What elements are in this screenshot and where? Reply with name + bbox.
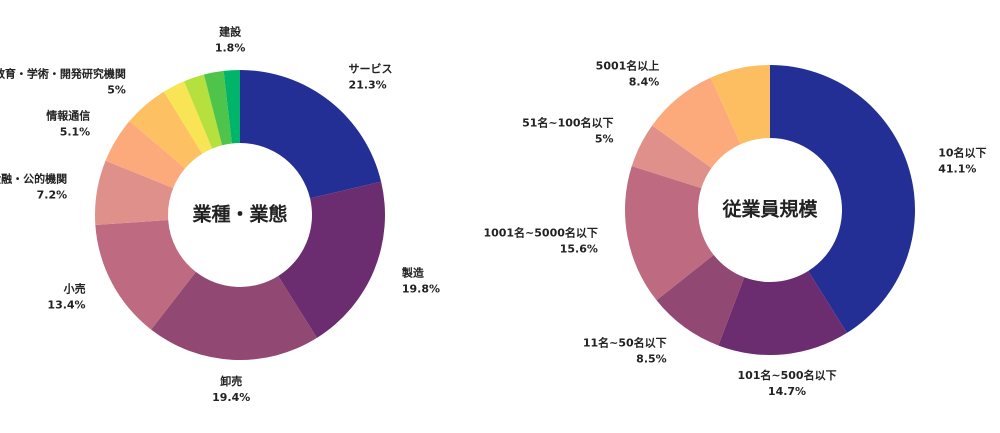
donut-segment xyxy=(710,65,770,145)
segment-value: 1.8% xyxy=(215,41,246,54)
segment-value: 14.7% xyxy=(768,385,806,398)
segment-value: 8.4% xyxy=(629,75,660,88)
segment-value: 5.1% xyxy=(60,126,91,139)
donut-segment xyxy=(151,271,317,361)
segment-label: 建設 xyxy=(219,24,242,38)
segment-value: 5% xyxy=(107,83,126,96)
donut-segment xyxy=(631,125,712,189)
segment-value: 8.5% xyxy=(636,352,667,365)
center-title: 従業員規模 xyxy=(721,198,818,221)
segment-label: 5001名以上 xyxy=(596,58,660,72)
segment-value: 19.8% xyxy=(402,282,440,295)
donut-segment xyxy=(770,65,916,333)
donut-segment xyxy=(95,219,196,330)
donut-segment xyxy=(129,91,203,169)
segment-value: 19.4% xyxy=(212,391,250,404)
segment-value: 13.4% xyxy=(47,298,85,311)
donut-segment xyxy=(223,70,240,144)
donut-segment xyxy=(625,166,714,301)
segment-label: 製造 xyxy=(401,265,425,279)
segment-label: 1001名~5000名以下 xyxy=(483,226,597,240)
donut-segment xyxy=(105,121,186,189)
segment-label: 卸売 xyxy=(220,374,242,388)
segment-label: 51名~100名以下 xyxy=(522,116,614,130)
donut-segment xyxy=(203,70,232,146)
donut-segment xyxy=(163,81,213,154)
segment-label: 小売 xyxy=(63,281,86,295)
donut-segment xyxy=(656,254,745,346)
donut-segment xyxy=(652,77,741,169)
donut-segment xyxy=(240,70,382,199)
segment-value: 7.2% xyxy=(37,189,68,202)
segment-label: サービス xyxy=(349,62,393,76)
segment-value: 15.6% xyxy=(560,243,598,256)
segment-value: 41.1% xyxy=(938,163,976,176)
donut-segment xyxy=(278,181,385,338)
donut-segment xyxy=(718,271,847,355)
segment-label: 101名~500名以下 xyxy=(737,368,836,382)
segment-label: 10名以下 xyxy=(938,146,986,160)
segment-label: 情報通信 xyxy=(46,109,90,123)
segment-value: 21.3% xyxy=(349,79,387,92)
center-title: 業種・業態 xyxy=(191,203,287,226)
segment-label: 教育・学術・開発研究機関 xyxy=(0,66,126,80)
segment-label: 11名~50名以下 xyxy=(583,335,667,349)
segment-label: 金融・公的機関 xyxy=(0,172,67,186)
donut-segment xyxy=(94,160,174,226)
segment-value: 5% xyxy=(595,133,614,146)
donut-segment xyxy=(184,74,223,149)
